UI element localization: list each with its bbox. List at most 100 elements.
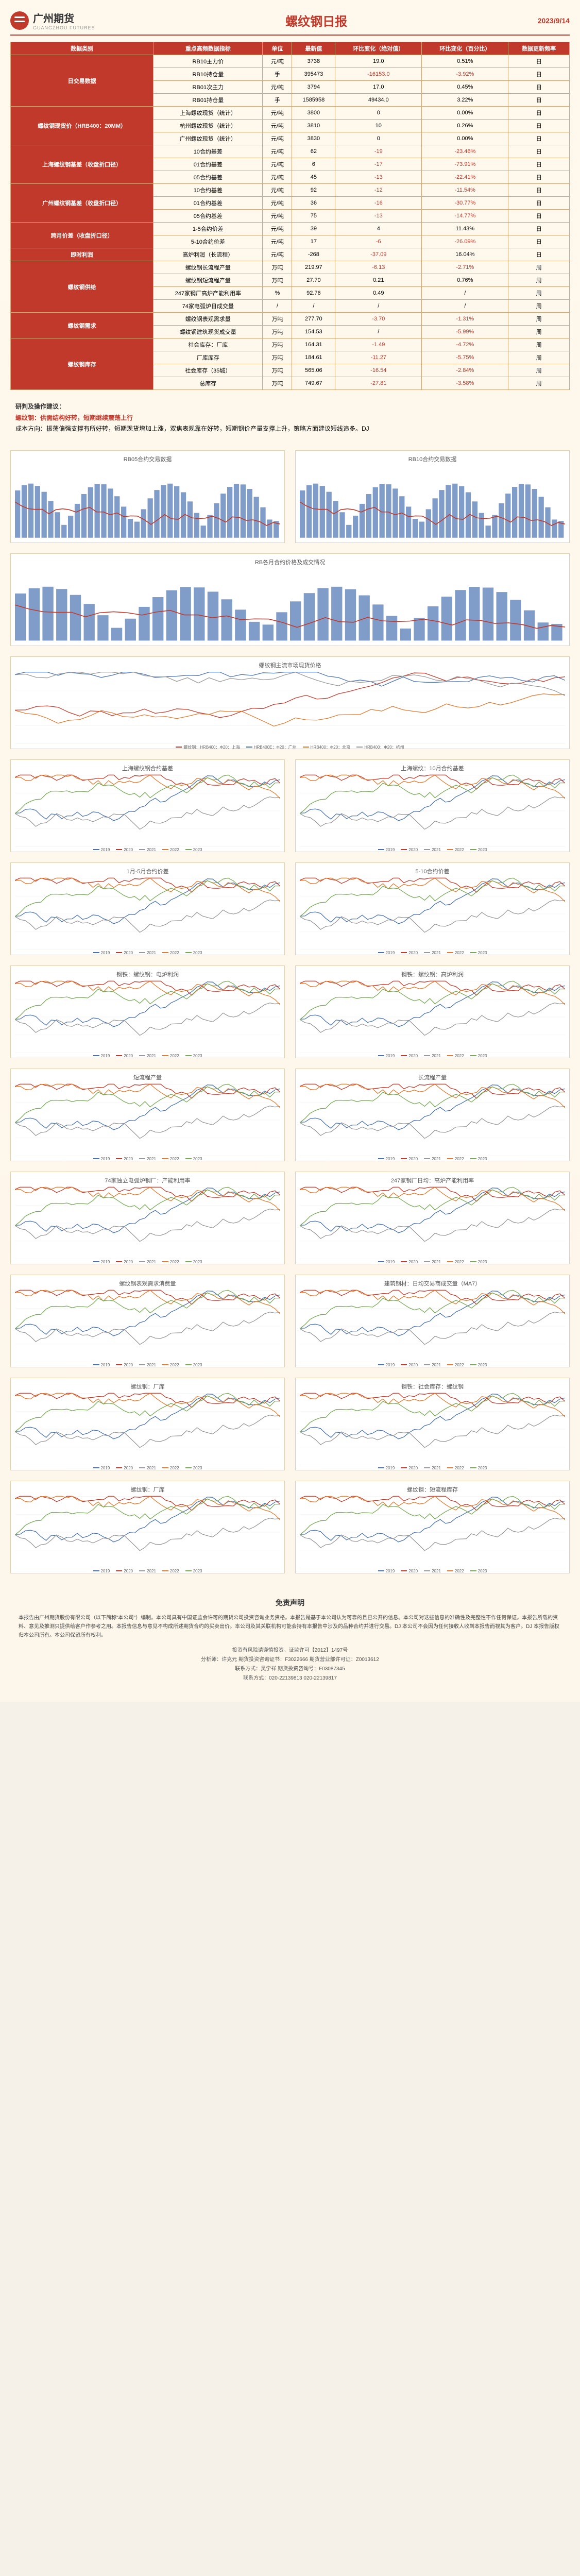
chart-body [300,1496,565,1569]
chart-legend: 20192020202120222023 [15,1466,280,1470]
data-cell: -4.72% [422,338,508,351]
data-cell: 元/吨 [263,107,292,120]
data-cell: 日 [508,171,570,184]
data-cell: 日 [508,197,570,210]
data-cell: 元/吨 [263,145,292,158]
table-header: 重点高频数据指标 [153,42,263,55]
data-cell: 元/吨 [263,81,292,94]
data-cell: 元/吨 [263,158,292,171]
chart: RB05合约交易数据 [10,450,285,543]
data-cell: 日 [508,132,570,145]
data-cell: 247家钢厂高炉产能利用率 [153,287,263,300]
data-cell: 0.51% [422,55,508,68]
chart-body [15,1496,280,1569]
legend-item: 2023 [185,1466,202,1470]
disclaimer: 免责声明 本报告由广州期货股份有限公司（以下简称"本公司"）编制。本公司具有中国… [10,1589,570,1691]
data-cell: -2.71% [422,261,508,274]
data-cell: 395473 [292,68,335,81]
data-cell: -5.99% [422,326,508,338]
company-logo: 广州期货 GUANGZHOU FUTURES [10,10,95,30]
data-cell: % [263,287,292,300]
legend-item: 2022 [447,1569,464,1573]
legend-item: 2019 [93,1054,110,1058]
data-cell: 1585958 [292,94,335,107]
summary-section: 研判及操作建议： 螺纹钢：供需结构好转，短期继续震荡上行 成本方向：振荡偏强支撑… [10,396,570,440]
legend-item: 2021 [139,1569,156,1573]
company-name: 广州期货 [33,10,95,25]
legend-item: 2022 [447,1260,464,1264]
data-cell: -13 [335,210,422,223]
data-cell: 日 [508,248,570,261]
legend-item: 2023 [470,1054,487,1058]
legend-item: 2022 [162,1569,179,1573]
data-cell: -1.31% [422,313,508,326]
chart: 螺纹钢：短流程库存20192020202120222023 [295,1481,570,1573]
chart-body [300,1187,565,1260]
data-cell: -26.09% [422,235,508,248]
chart-legend: 20192020202120222023 [300,1260,565,1264]
chart-legend: 20192020202120222023 [300,848,565,852]
data-cell: 万吨 [263,261,292,274]
data-cell: 万吨 [263,274,292,287]
chart-title: RB05合约交易数据 [15,455,280,463]
data-cell: 01合约基差 [153,197,263,210]
table-row: 广州螺纹钢基差（收盘折口径）10合约基差元/吨92-12-11.54%日 [11,184,570,197]
legend-item: 2023 [185,1363,202,1367]
legend-item: 2020 [401,1157,418,1161]
data-cell: 0.00% [422,107,508,120]
legend-item: 2020 [116,1569,133,1573]
data-cell: 日 [508,120,570,132]
chart-body [15,465,280,538]
data-cell: 0.26% [422,120,508,132]
data-cell: 元/吨 [263,120,292,132]
legend-item: 2023 [470,1157,487,1161]
data-cell: 3830 [292,132,335,145]
legend-item: 2021 [424,1569,441,1573]
chart-legend: 20192020202120222023 [300,1157,565,1161]
chart-legend: 20192020202120222023 [15,951,280,955]
data-cell: -3.70 [335,313,422,326]
data-cell: / [422,287,508,300]
legend-item: 2019 [378,951,395,955]
category-cell: 螺纹钢库存 [11,338,153,390]
legend-item: 2023 [185,951,202,955]
data-cell: 上海螺纹现货（统计） [153,107,263,120]
legend-item: 2023 [470,1363,487,1367]
table-header: 数据更新频率 [508,42,570,55]
chart: 上海螺纹：10月合约基差20192020202120222023 [295,759,570,852]
chart-legend: 20192020202120222023 [15,1363,280,1367]
chart: RB各月合约价格及成交情况 [10,553,570,646]
legend-item: 2022 [447,1466,464,1470]
legend-item: 2023 [185,1157,202,1161]
data-cell: 元/吨 [263,55,292,68]
data-cell: / [263,300,292,313]
data-cell: 杭州螺纹现货（统计） [153,120,263,132]
legend-item: HRB400：Φ20：北京 [303,744,351,750]
data-cell: 社会库存（35城） [153,364,263,377]
data-cell: 日 [508,184,570,197]
legend-item: 2019 [93,848,110,852]
data-cell: -6.13 [335,261,422,274]
data-cell: -6 [335,235,422,248]
chart-body [15,1393,280,1466]
legend-item: 2020 [116,951,133,955]
data-cell: 元/吨 [263,223,292,235]
chart-legend: 20192020202120222023 [15,1157,280,1161]
legend-item: 2020 [116,1054,133,1058]
data-cell: -23.46% [422,145,508,158]
chart-body [300,1290,565,1363]
legend-item: 2019 [93,1260,110,1264]
category-cell: 即时利润 [11,248,153,261]
disclaimer-text: 本报告由广州期货股份有限公司（以下简称"本公司"）编制。本公司具有中国证监会许可… [19,1614,561,1640]
data-cell: RB01次主力 [153,81,263,94]
legend-item: 2019 [378,1363,395,1367]
data-cell: -19 [335,145,422,158]
table-header: 最新值 [292,42,335,55]
chart: 建筑钢材：日均交易商成交量（MA7）20192020202120222023 [295,1275,570,1367]
data-cell: 螺纹钢长流程产量 [153,261,263,274]
data-cell: 元/吨 [263,235,292,248]
chart-legend: 20192020202120222023 [15,1260,280,1264]
data-cell: 手 [263,68,292,81]
data-cell: -30.77% [422,197,508,210]
data-cell: / [422,300,508,313]
